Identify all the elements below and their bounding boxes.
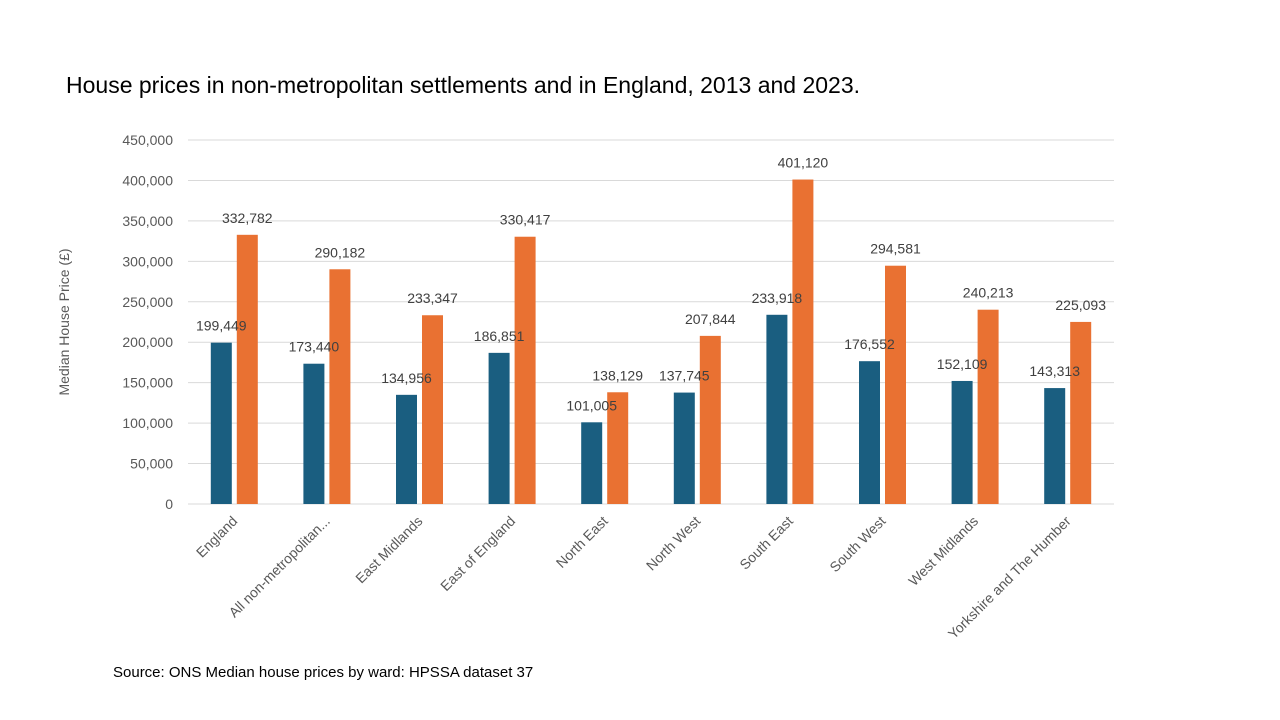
- data-label: 138,129: [592, 367, 643, 383]
- bar-series-1: [951, 380, 973, 504]
- data-label: 240,213: [963, 285, 1014, 301]
- x-tick-label: North East: [553, 513, 611, 571]
- y-tick-label: 100,000: [122, 415, 173, 431]
- data-labels: 199,449 332,782 173,440 290,182 134,956 233,3…: [196, 155, 1106, 414]
- slide-title: House prices in non-metropolitan settlem…: [66, 72, 861, 98]
- y-tick-label: 400,000: [122, 172, 173, 188]
- data-label: 290,182: [315, 244, 366, 260]
- data-label: 152,109: [937, 356, 988, 372]
- y-tick-label: 200,000: [122, 334, 173, 350]
- bar-series-1: [581, 422, 603, 504]
- x-tick-label: South West: [826, 513, 888, 575]
- data-label: 330,417: [500, 212, 551, 228]
- x-tick-label: All non-metropolitan...: [225, 513, 333, 621]
- gridlines: [188, 139, 1114, 505]
- data-label: 134,956: [381, 370, 432, 386]
- data-label: 225,093: [1055, 297, 1106, 313]
- bar-series-2: [885, 265, 906, 504]
- data-label: 401,120: [778, 155, 829, 171]
- x-tick-label: South East: [736, 513, 796, 573]
- x-tick-label: England: [193, 513, 241, 561]
- bar-series-1: [1044, 388, 1066, 504]
- y-tick-label: 300,000: [122, 253, 173, 269]
- bar-series-1: [766, 314, 788, 504]
- bar-series-2: [792, 179, 814, 504]
- data-label: 207,844: [685, 311, 736, 327]
- bar-series-2: [514, 236, 536, 504]
- bar-series-2: [977, 309, 999, 504]
- y-tick-label: 150,000: [122, 375, 173, 391]
- x-tick-label: West Midlands: [905, 513, 981, 589]
- source-note: Source: ONS Median house prices by ward:…: [113, 664, 534, 681]
- data-label: 143,313: [1029, 363, 1080, 379]
- data-label: 173,440: [289, 339, 340, 355]
- bar-series-1: [859, 361, 880, 504]
- bar-series-2: [329, 269, 351, 504]
- x-tick-label: North West: [643, 513, 704, 574]
- bar-series-2: [699, 335, 721, 504]
- y-tick-label: 0: [165, 496, 173, 512]
- y-tick-label: 450,000: [122, 132, 173, 148]
- data-label: 332,782: [222, 210, 273, 226]
- x-tick-label: East of England: [437, 513, 518, 594]
- bar-series-2: [422, 315, 443, 504]
- bar-series-1: [303, 363, 325, 504]
- bar-series-1: [673, 392, 695, 504]
- data-label: 137,745: [659, 368, 710, 384]
- data-label: 233,918: [752, 290, 803, 306]
- data-label: 186,851: [474, 328, 525, 344]
- y-tick-label: 350,000: [122, 213, 173, 229]
- bar-series-2: [607, 392, 629, 504]
- data-label: 294,581: [870, 241, 921, 257]
- data-label: 233,347: [407, 290, 458, 306]
- bar-series-2: [1070, 321, 1092, 504]
- y-axis-ticks: 0 50,000 100,000 150,000 200,000 250,000 300,0…: [122, 132, 173, 512]
- data-label: 176,552: [844, 336, 895, 352]
- bar-series-1: [210, 342, 232, 504]
- data-label: 101,005: [566, 397, 617, 413]
- x-tick-label: East Midlands: [352, 513, 425, 586]
- bar-series-1: [396, 394, 417, 504]
- bar-series-1: [488, 352, 510, 504]
- bar-series-2: [236, 234, 258, 504]
- y-tick-label: 250,000: [122, 294, 173, 310]
- y-axis-label: Median House Price (£): [56, 248, 72, 395]
- y-tick-label: 50,000: [130, 456, 173, 472]
- data-label: 199,449: [196, 318, 247, 334]
- bars: [210, 179, 1092, 504]
